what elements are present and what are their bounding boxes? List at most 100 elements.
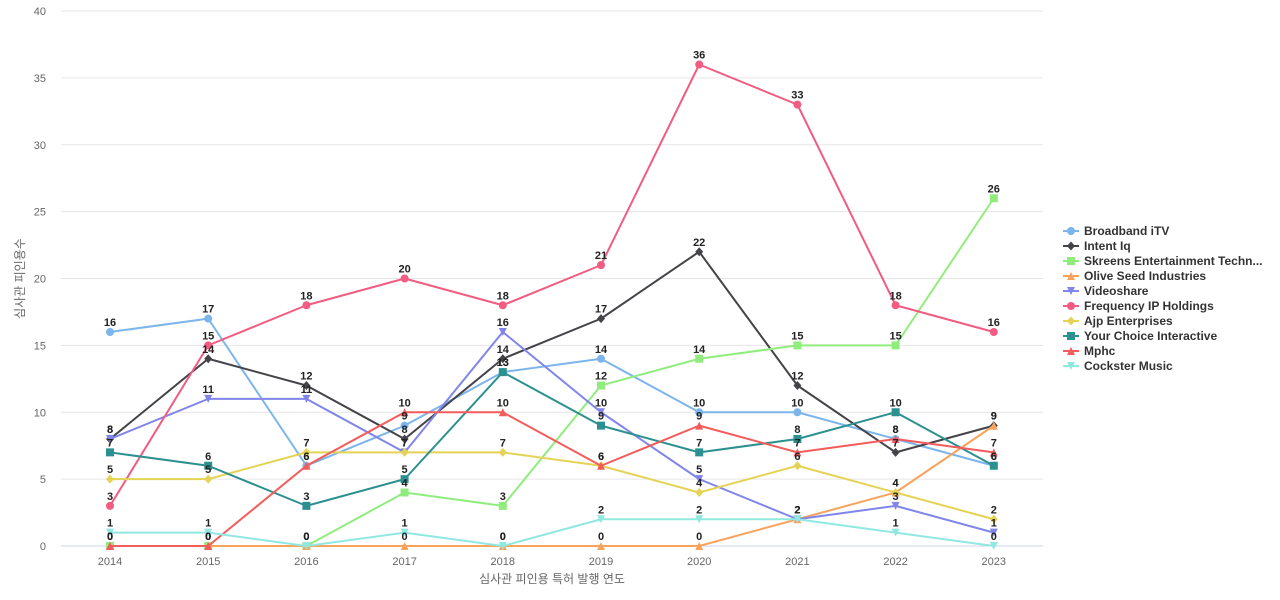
data-label-cockster-music: 2 xyxy=(598,504,604,516)
data-point-skreens-entertainment-techn xyxy=(793,341,802,350)
legend-marker xyxy=(1067,302,1075,310)
legend-item-your-choice-interactive[interactable]: Your Choice Interactive xyxy=(1063,329,1217,343)
data-point-ajp-enterprises xyxy=(793,461,802,471)
data-label-videoshare: 7 xyxy=(402,437,408,449)
data-point-frequency-ip-holdings xyxy=(597,261,605,270)
data-point-your-choice-interactive xyxy=(204,461,213,470)
data-label-olive-seed-industries: 9 xyxy=(991,411,997,423)
data-point-intent-iq xyxy=(597,314,605,324)
data-label-ajp-enterprises: 6 xyxy=(598,451,604,463)
data-point-frequency-ip-holdings xyxy=(891,301,900,310)
x-tick-label: 2023 xyxy=(982,556,1006,568)
data-point-broadband-itv xyxy=(400,421,409,430)
series-line-your-choice-interactive xyxy=(109,371,995,507)
data-label-cockster-music: 2 xyxy=(696,504,702,516)
data-label-mphc: 6 xyxy=(303,451,309,463)
data-label-videoshare: 11 xyxy=(202,384,214,396)
data-point-your-choice-interactive xyxy=(302,501,311,510)
data-label-mphc: 9 xyxy=(696,411,702,423)
legend-item-ajp-enterprises[interactable]: Ajp Enterprises xyxy=(1063,314,1173,328)
data-label-intent-iq: 9 xyxy=(991,411,997,423)
legend-item-frequency-ip-holdings[interactable]: Frequency IP Holdings xyxy=(1063,299,1214,313)
legend-item-intent-iq[interactable]: Intent Iq xyxy=(1063,239,1131,253)
data-label-broadband-itv: 9 xyxy=(402,411,408,423)
data-point-mphc xyxy=(597,461,605,470)
data-point-cockster-music xyxy=(793,515,802,524)
data-point-ajp-enterprises xyxy=(695,488,704,497)
data-point-intent-iq xyxy=(695,247,704,257)
data-point-ajp-enterprises xyxy=(989,514,998,524)
data-label-cockster-music: 1 xyxy=(893,518,899,530)
x-tick-label: 2017 xyxy=(392,556,416,568)
data-point-your-choice-interactive xyxy=(498,368,507,377)
data-point-mphc xyxy=(302,461,311,470)
y-tick-label: 30 xyxy=(34,140,46,152)
data-point-skreens-entertainment-techn xyxy=(498,501,507,510)
x-tick-label: 2019 xyxy=(589,556,613,568)
data-label-your-choice-interactive: 7 xyxy=(107,437,113,449)
data-label-intent-iq: 14 xyxy=(497,344,510,356)
series-mphc xyxy=(106,408,998,550)
y-tick-label: 10 xyxy=(34,407,46,419)
data-label-videoshare: 2 xyxy=(794,504,800,516)
data-label-ajp-enterprises: 4 xyxy=(893,478,900,490)
series-line-ajp-enterprises xyxy=(110,451,995,521)
data-point-your-choice-interactive xyxy=(793,435,802,443)
data-point-videoshare xyxy=(106,435,114,443)
legend-label: Ajp Enterprises xyxy=(1084,314,1173,328)
data-label-skreens-entertainment-techn: 0 xyxy=(303,531,309,543)
legend-label: Videoshare xyxy=(1084,284,1149,298)
data-label-mphc: 10 xyxy=(398,397,410,409)
data-point-broadband-itv xyxy=(695,408,704,417)
data-label-olive-seed-industries: 4 xyxy=(893,478,900,490)
data-point-cockster-music xyxy=(597,515,605,524)
data-label-mphc: 8 xyxy=(893,424,899,436)
data-label-intent-iq: 14 xyxy=(202,344,215,356)
data-label-skreens-entertainment-techn: 15 xyxy=(889,330,901,342)
data-point-skreens-entertainment-techn xyxy=(989,194,998,203)
legend-item-broadband-itv[interactable]: Broadband iTV xyxy=(1063,224,1169,238)
data-label-olive-seed-industries: 2 xyxy=(794,504,800,516)
x-tick-label: 2022 xyxy=(883,556,907,568)
legend-item-skreens-entertainment-techn[interactable]: Skreens Entertainment Techn... xyxy=(1063,254,1263,268)
data-label-frequency-ip-holdings: 20 xyxy=(398,264,410,276)
data-label-videoshare: 10 xyxy=(595,397,607,409)
data-label-mphc: 7 xyxy=(794,437,800,449)
data-point-ajp-enterprises xyxy=(498,447,507,457)
x-axis-ticks: 2014 2015 2016 2017 2018 2019 2020 2021 2022 2023 xyxy=(98,556,1006,568)
data-label-olive-seed-industries: 0 xyxy=(107,531,113,543)
data-label-mphc: 0 xyxy=(107,531,113,543)
data-label-frequency-ip-holdings: 21 xyxy=(595,250,607,262)
data-label-your-choice-interactive: 5 xyxy=(402,464,408,476)
legend-label: Your Choice Interactive xyxy=(1084,329,1217,343)
y-axis-title: 심사관 피인용수 xyxy=(13,238,27,319)
data-label-cockster-music: 0 xyxy=(303,531,309,543)
legend-label: Olive Seed Industries xyxy=(1084,269,1206,283)
data-label-broadband-itv: 6 xyxy=(303,451,309,463)
data-label-intent-iq: 8 xyxy=(107,424,113,436)
data-label-mphc: 6 xyxy=(598,451,604,463)
x-tick-label: 2020 xyxy=(687,556,711,568)
data-label-frequency-ip-holdings: 16 xyxy=(988,317,1000,329)
data-point-frequency-ip-holdings xyxy=(695,60,704,69)
legend-marker xyxy=(1067,257,1075,265)
data-point-frequency-ip-holdings xyxy=(302,301,311,310)
legend-marker xyxy=(1067,332,1075,340)
data-point-broadband-itv xyxy=(793,408,802,417)
y-tick-label: 25 xyxy=(34,207,46,219)
data-point-your-choice-interactive xyxy=(695,448,704,457)
data-label-frequency-ip-holdings: 18 xyxy=(300,290,312,302)
data-label-intent-iq: 17 xyxy=(595,304,607,316)
data-point-videoshare xyxy=(989,528,998,537)
data-label-your-choice-interactive: 8 xyxy=(794,424,800,436)
series-olive-seed-industries xyxy=(106,421,998,550)
legend-item-olive-seed-industries[interactable]: Olive Seed Industries xyxy=(1063,269,1206,283)
legend-item-mphc[interactable]: Mphc xyxy=(1063,344,1116,358)
data-label-cockster-music: 1 xyxy=(205,518,211,530)
legend-item-cockster-music[interactable]: Cockster Music xyxy=(1063,359,1173,373)
x-tick-label: 2016 xyxy=(294,556,318,568)
data-point-ajp-enterprises xyxy=(302,447,311,457)
legend-item-videoshare[interactable]: Videoshare xyxy=(1063,284,1149,298)
